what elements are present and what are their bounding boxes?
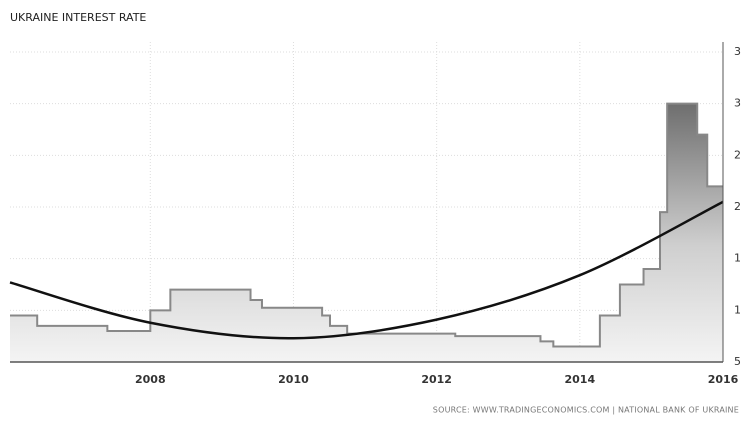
series-line [10, 102, 723, 348]
x-tick-label: 2012 [421, 373, 452, 386]
series-area [10, 103, 723, 363]
x-tick-label: 2016 [708, 373, 739, 386]
trend-line [9, 200, 724, 340]
x-tick-label: 2008 [135, 373, 166, 386]
y-tick-label: 15 [734, 252, 741, 265]
source-note: SOURCE: WWW.TRADINGECONOMICS.COM | NATIO… [433, 406, 739, 415]
y-tick-label: 5 [734, 355, 741, 368]
chart-title: UKRAINE INTEREST RATE [10, 11, 146, 24]
x-tick-label: 2010 [278, 373, 309, 386]
y-tick-label: 10 [734, 303, 741, 316]
x-tick-label: 2014 [565, 373, 596, 386]
y-tick-label: 25 [734, 148, 741, 161]
y-tick-label: 35 [734, 45, 741, 58]
y-tick-label: 20 [734, 200, 741, 213]
y-tick-label: 30 [734, 97, 741, 110]
